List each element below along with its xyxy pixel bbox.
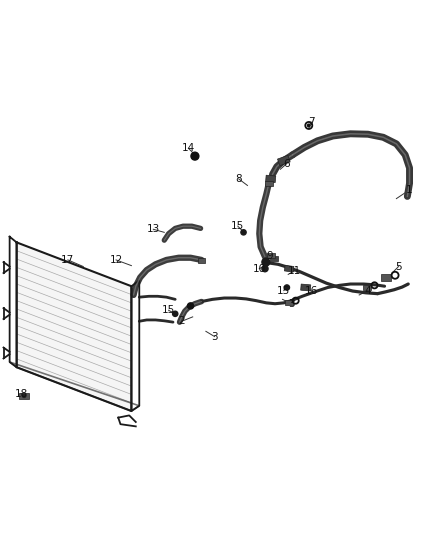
Text: 12: 12 (110, 255, 123, 265)
Text: 7: 7 (307, 117, 314, 127)
Bar (265, 181, 273, 185)
Polygon shape (17, 243, 131, 411)
Text: 15: 15 (277, 286, 290, 296)
Text: 14: 14 (182, 143, 195, 154)
Text: 10: 10 (253, 264, 266, 273)
Text: 1: 1 (406, 185, 413, 195)
Text: 3: 3 (288, 298, 295, 309)
Text: 17: 17 (61, 255, 74, 265)
Text: 11: 11 (288, 266, 301, 276)
Text: 5: 5 (395, 262, 402, 271)
Text: 15: 15 (162, 305, 175, 316)
Circle shape (284, 285, 290, 290)
Bar (19, 393, 29, 399)
Bar (363, 285, 371, 290)
Text: 4: 4 (364, 286, 371, 296)
Bar (278, 155, 290, 166)
Text: 18: 18 (14, 389, 28, 399)
Bar (265, 175, 276, 183)
Bar (381, 274, 391, 280)
Text: 2: 2 (178, 316, 185, 326)
Text: 16: 16 (304, 286, 318, 296)
Circle shape (191, 152, 199, 160)
Circle shape (307, 124, 310, 127)
Circle shape (22, 394, 26, 398)
Bar (284, 265, 294, 272)
Circle shape (173, 311, 178, 317)
Bar (270, 256, 278, 262)
Circle shape (262, 258, 270, 266)
Text: 8: 8 (235, 174, 242, 184)
Bar (267, 253, 275, 258)
Bar (285, 300, 293, 305)
Bar (300, 284, 311, 291)
Bar (198, 259, 205, 263)
Text: 15: 15 (231, 221, 244, 231)
Circle shape (241, 230, 246, 235)
Circle shape (187, 303, 194, 309)
Text: 6: 6 (283, 159, 290, 168)
Text: 9: 9 (266, 251, 273, 261)
Text: 13: 13 (147, 224, 160, 235)
Text: 3: 3 (211, 332, 218, 342)
Circle shape (262, 265, 268, 272)
